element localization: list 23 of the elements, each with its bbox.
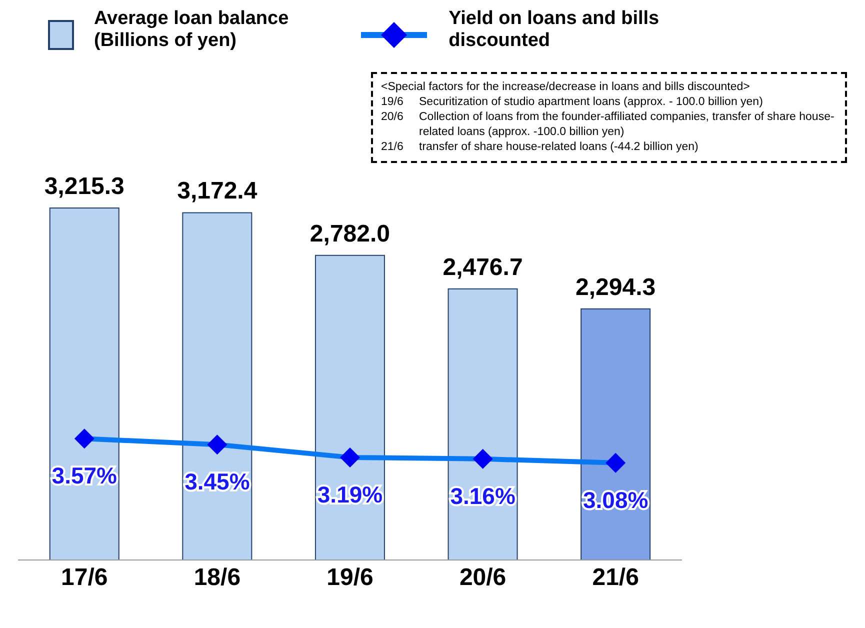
x-tick-label: 18/6 — [194, 564, 241, 592]
data-label: 2,294.3 — [576, 274, 656, 301]
data-label: 3.45% — [184, 468, 250, 495]
legend-label: Yield on loans and bills discounted — [448, 8, 660, 52]
data-label: 3.19% — [317, 481, 383, 508]
x-tick-label: 19/6 — [326, 564, 374, 592]
bar — [182, 212, 252, 560]
bar — [448, 288, 518, 560]
x-tick-label: 21/6 — [592, 564, 639, 592]
legend-label: Average loan balance (Billions of yen) — [94, 8, 289, 52]
data-label: 2,476.7 — [442, 254, 523, 281]
x-tick-label: 20/6 — [459, 564, 506, 592]
data-label: 3.08% — [582, 486, 648, 513]
bar — [314, 254, 385, 560]
x-tick-label: 17/6 — [61, 564, 108, 592]
data-label: 3.16% — [450, 482, 516, 509]
data-label: 3,215.3 — [44, 173, 124, 200]
notes-box: <Special factors for the increase/decrease in loans and bills discounted> 19/6 Securitization of studio apartment loans (approx. - 100.0 billion yen) 20/6 Collection of loans from the founder-affiliated companies, transfer of share house-related loans (approx. -100.0 billion yen) 21/6 transfer of share house-related loans (-44.2 billion yen) — [371, 72, 847, 163]
data-label: 3,172.4 — [177, 178, 258, 205]
data-label: 3.57% — [52, 462, 118, 489]
data-label: 2,782.0 — [310, 220, 390, 248]
bar — [580, 308, 651, 560]
bar — [49, 208, 120, 560]
